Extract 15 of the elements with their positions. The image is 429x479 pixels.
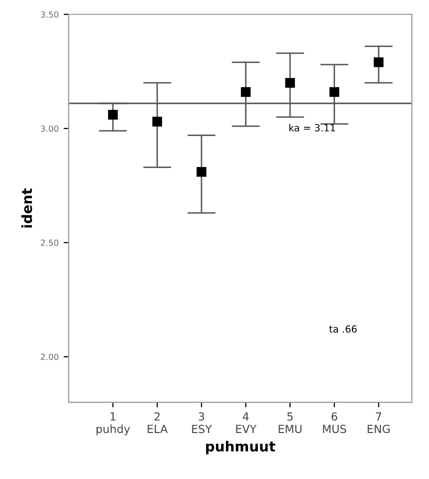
x-tick-label: 1 puhdy [96,412,130,436]
x-tick-label: 7 ENG [368,412,390,434]
x-tick-label: 3 ESY [192,412,212,434]
ref-line-label: ka = 3.11 [289,124,335,132]
x-tick-label: 6 MUS [323,412,346,434]
x-tick-label: 2 ELA [148,412,168,433]
x-tick-label: 4 EVY [236,412,256,433]
y-axis-title: ident [21,188,32,228]
y-tick-label: 3.00 [41,125,58,132]
y-tick-label: 2.00 [40,354,58,360]
y-tick-label: 3.50 [41,11,58,18]
x-tick-label: 5 EMU [278,412,302,434]
y-tick-label: 2.50 [40,240,58,246]
x-axis-title: puhmuut [206,440,276,454]
annotation: ta .66 [329,325,357,333]
